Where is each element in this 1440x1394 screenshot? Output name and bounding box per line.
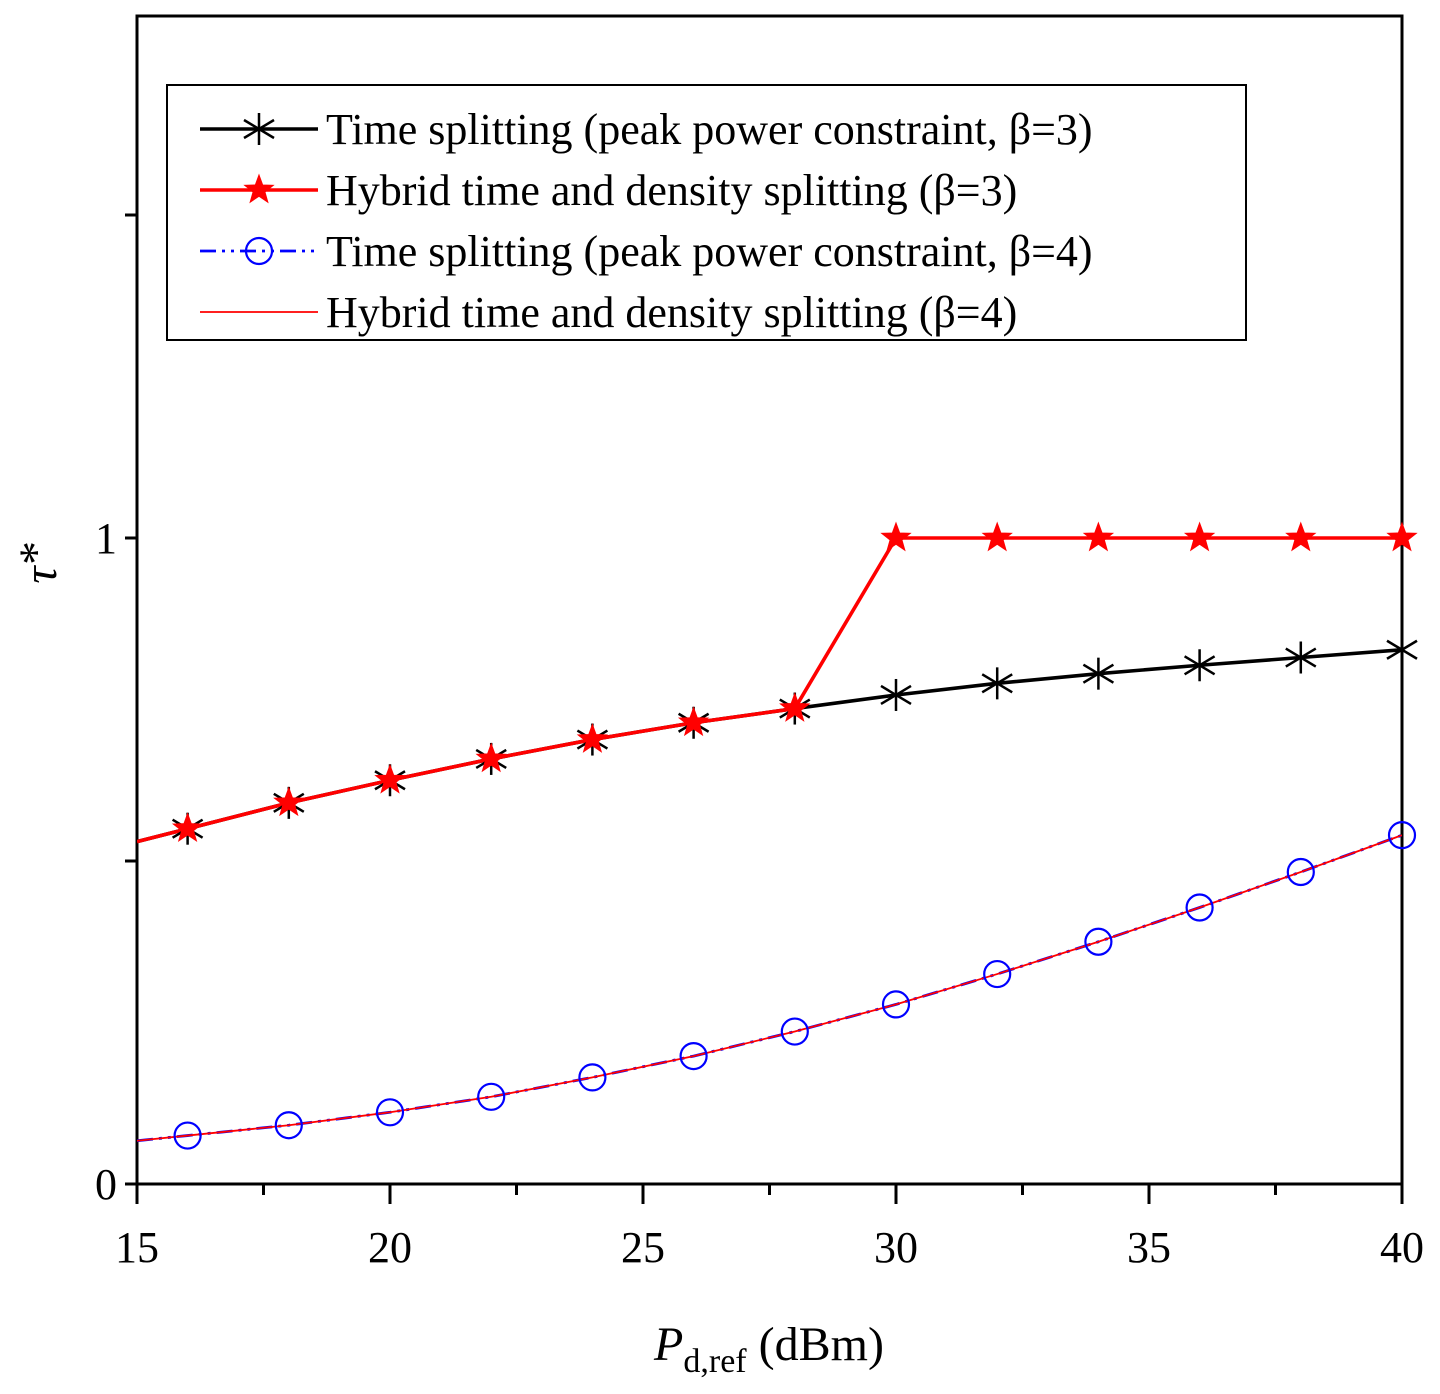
series-2-marker [274,1111,303,1140]
series-2-marker [1387,821,1417,850]
legend-label-0: Time splitting (peak power constraint, β… [326,105,1093,154]
legend: Time splitting (peak power constraint, β… [166,84,1247,341]
series-0-marker [981,667,1013,700]
x-tick-label: 35 [1127,1223,1171,1272]
series-line-1 [137,536,1402,844]
series-1-marker [1183,521,1216,552]
series-0-marker [1386,633,1418,666]
x-axis-title-unit: (dBm) [747,1318,884,1371]
series-1-marker [374,763,406,794]
series-0-marker [1285,641,1317,674]
series-line-3 [137,834,1402,1142]
legend-box [166,84,1247,341]
series-2-marker [578,1063,607,1092]
legend-marker-0 [243,113,275,145]
x-axis-title: Pd,ref (dBm) [653,1318,884,1380]
series-0-marker [880,678,912,711]
series-1-marker [981,521,1013,552]
tick-labels: 15 20 25 30 35 40 0 1 [95,514,1424,1272]
series-2-marker [881,990,911,1019]
series-2-marker [173,1121,202,1150]
x-tick-label: 30 [874,1223,918,1272]
series-1-marker [880,521,912,552]
series-1-marker [475,742,507,773]
axis-ticks [125,213,1404,1204]
series-2-marker [1286,857,1315,887]
series-1-marker [576,723,609,753]
series-1-marker [1285,521,1317,552]
series-2-marker [1185,893,1214,922]
x-tick-label: 25 [621,1223,665,1272]
series-1-marker [171,812,204,843]
series-1-marker [779,692,811,722]
x-tick-label: 40 [1380,1223,1424,1272]
y-axis-title-main: τ [14,565,67,584]
y-axis-title-superscript: * [10,541,63,565]
x-tick-label: 20 [368,1223,412,1272]
x-axis-title-main: P [653,1318,683,1371]
series-0-marker [1082,657,1115,690]
x-tick-label: 15 [115,1223,159,1272]
legend-marker-1 [243,173,275,204]
y-axis-title: τ * [10,541,67,584]
x-axis-title-subscript: d,ref [683,1343,747,1380]
series-2-marker [679,1041,708,1071]
y-tick-label: 1 [95,514,117,563]
series-1-marker [1082,521,1115,552]
series-2-marker [375,1098,405,1127]
series-2-marker [780,1017,809,1046]
series-2-marker [477,1082,506,1111]
series-2-marker [1084,927,1113,956]
series-1-marker [1386,521,1418,552]
y-tick-label: 0 [95,1160,117,1209]
series-2-marker [983,959,1012,989]
series-1-marker [677,706,710,737]
series-0-marker [1183,649,1216,682]
legend-label-1: Hybrid time and density splitting (β=3) [326,166,1017,215]
legend-marker-2 [244,236,274,266]
legend-label-2: Time splitting (peak power constraint, β… [326,227,1093,276]
legend-label-3: Hybrid time and density splitting (β=4) [326,288,1017,337]
series-1-marker [273,786,305,817]
series-markers [171,521,1418,1150]
series-lines [137,536,1402,1143]
